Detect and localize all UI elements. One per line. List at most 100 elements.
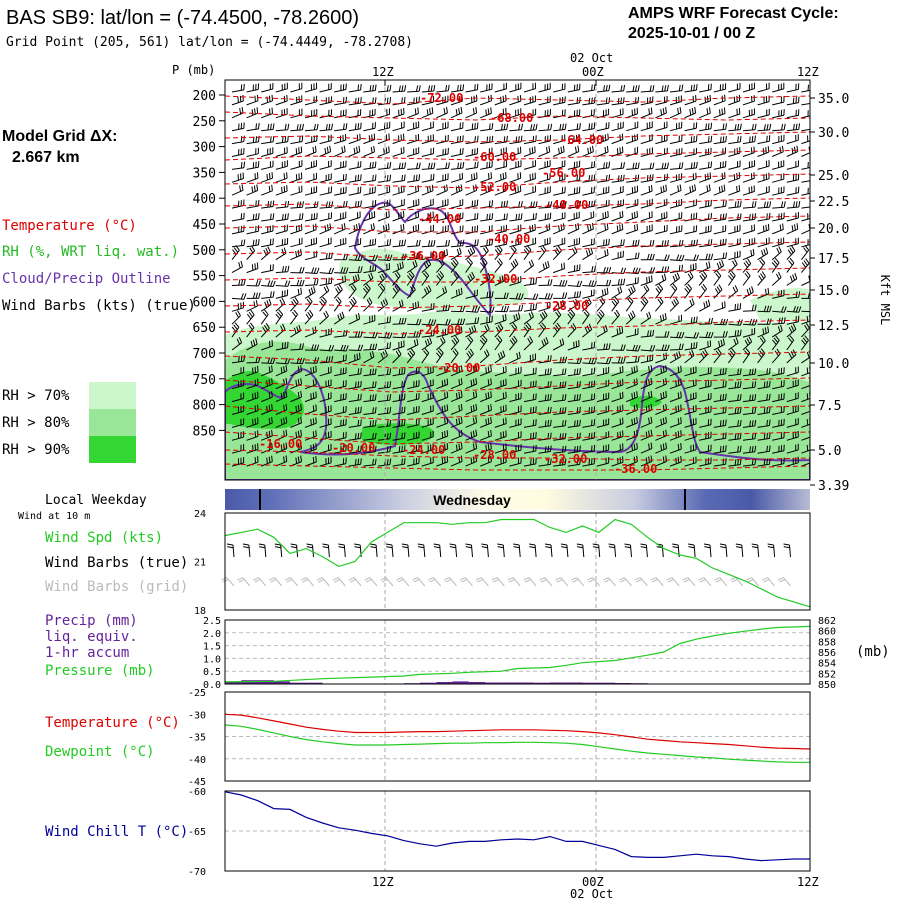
cs-wind-barb bbox=[713, 393, 727, 403]
cs-wind-barb bbox=[392, 348, 402, 364]
cs-wind-barb bbox=[757, 247, 769, 261]
cs-wind-barb bbox=[334, 329, 348, 338]
cs-wind-barb bbox=[699, 418, 712, 428]
cs-wind-barb bbox=[509, 224, 522, 235]
cs-wind-barb bbox=[407, 367, 420, 377]
wind-barb-grid bbox=[443, 577, 457, 587]
cs-wind-barb bbox=[713, 259, 725, 274]
height-tick-label: 3.39 bbox=[818, 479, 849, 494]
cs-wind-barb bbox=[611, 344, 626, 351]
isotherm-label: -64.00 bbox=[560, 133, 603, 147]
cs-wind-barb bbox=[465, 161, 479, 170]
wind-tick-label: 21 bbox=[194, 558, 206, 569]
wind-tick-label: 18 bbox=[194, 606, 206, 617]
pressure-axis: 200 250 300 350 400 450 500 550 600 650 700 750 800 8… bbox=[193, 89, 225, 439]
cs-wind-barb bbox=[290, 442, 302, 454]
cs-wind-barb bbox=[436, 455, 449, 467]
cs-wind-barb bbox=[538, 337, 549, 351]
cs-wind-barb bbox=[319, 252, 333, 261]
precip-bar bbox=[225, 681, 242, 684]
cs-wind-barb bbox=[567, 145, 580, 157]
cs-wind-barb bbox=[772, 237, 785, 248]
temp-dewpoint-series bbox=[224, 713, 811, 763]
cs-wind-barb bbox=[363, 394, 377, 403]
cs-wind-barb bbox=[626, 162, 640, 170]
cs-wind-barb bbox=[713, 200, 727, 209]
cs-wind-barb bbox=[231, 239, 246, 248]
cs-wind-barb bbox=[509, 392, 522, 403]
cs-wind-barb bbox=[334, 186, 347, 196]
cs-wind-barb bbox=[231, 172, 244, 183]
cs-wind-barb bbox=[392, 458, 406, 467]
wind-barb-grid bbox=[745, 577, 760, 587]
cs-wind-barb bbox=[523, 311, 534, 325]
cs-wind-barb bbox=[582, 432, 596, 441]
cs-wind-barb bbox=[523, 277, 537, 286]
cs-wind-barb bbox=[509, 258, 519, 273]
cs-wind-barb bbox=[290, 213, 304, 222]
cs-wind-barb bbox=[626, 107, 638, 119]
cs-wind-barb bbox=[699, 405, 712, 415]
cs-wind-barb bbox=[611, 357, 626, 364]
cs-wind-barb bbox=[421, 379, 434, 390]
cs-wind-barb bbox=[655, 283, 664, 299]
precip-tick-label: 1.5 bbox=[203, 642, 221, 653]
bottom-tick-00z: 00Z bbox=[582, 875, 604, 889]
cs-wind-barb bbox=[669, 121, 683, 132]
cs-wind-barb bbox=[465, 442, 478, 454]
cs-wind-barb bbox=[480, 306, 495, 313]
cs-wind-barb bbox=[275, 172, 288, 183]
cs-wind-barb bbox=[699, 107, 711, 119]
cs-wind-barb bbox=[581, 309, 590, 325]
cs-wind-barb bbox=[699, 331, 714, 339]
cs-wind-barb bbox=[421, 107, 434, 119]
cs-wind-barb bbox=[567, 133, 580, 145]
cs-wind-barb bbox=[319, 267, 335, 275]
cs-wind-barb bbox=[465, 324, 477, 338]
cs-wind-barb bbox=[538, 109, 551, 119]
cs-wind-barb bbox=[480, 238, 494, 248]
cs-wind-barb bbox=[772, 405, 785, 415]
cs-wind-barb bbox=[684, 135, 698, 145]
precip-tick-label: 0.0 bbox=[203, 680, 221, 691]
cs-wind-barb bbox=[275, 403, 288, 415]
cs-wind-barb bbox=[450, 84, 465, 93]
cs-wind-barb bbox=[655, 240, 669, 248]
cs-wind-barb bbox=[742, 258, 752, 273]
cs-wind-barb bbox=[640, 429, 653, 441]
cs-wind-barb bbox=[290, 135, 304, 145]
cs-wind-barb bbox=[772, 223, 784, 235]
cs-wind-barb bbox=[669, 455, 682, 467]
cs-wind-barb bbox=[669, 283, 678, 299]
cs-wind-barb bbox=[377, 210, 390, 222]
cs-wind-barb bbox=[772, 418, 785, 428]
cs-wind-barb bbox=[407, 444, 420, 454]
cs-wind-barb bbox=[377, 445, 392, 454]
cs-wind-barb bbox=[684, 95, 697, 106]
isotherm-label: -28.00 bbox=[545, 299, 588, 313]
cs-wind-barb bbox=[304, 309, 314, 325]
cs-wind-barb bbox=[509, 123, 523, 132]
cs-wind-barb bbox=[450, 106, 463, 119]
cs-wind-barb bbox=[655, 107, 667, 119]
cs-wind-barb bbox=[246, 122, 260, 132]
cs-wind-barb bbox=[523, 108, 537, 119]
cs-wind-barb bbox=[772, 186, 785, 196]
cs-wind-barb bbox=[596, 249, 609, 261]
wind-y-axis: 24 21 18 bbox=[194, 509, 206, 617]
cs-wind-barb bbox=[436, 391, 449, 403]
cs-wind-barb bbox=[275, 280, 291, 287]
cs-wind-barb bbox=[567, 381, 581, 390]
cs-wind-barb bbox=[465, 271, 475, 286]
cs-wind-barb bbox=[480, 391, 492, 403]
cs-wind-barb bbox=[246, 147, 259, 157]
precip-tick-label: 2.5 bbox=[203, 616, 221, 627]
cs-wind-barb bbox=[261, 280, 276, 287]
cs-wind-barb bbox=[771, 324, 783, 338]
cs-wind-barb bbox=[261, 416, 273, 428]
cs-wind-barb bbox=[640, 416, 653, 428]
cs-wind-barb bbox=[363, 264, 377, 274]
cs-wind-barb bbox=[728, 258, 738, 273]
wind-barb-grid bbox=[412, 577, 426, 587]
pressure-tick-label: 750 bbox=[193, 373, 216, 388]
